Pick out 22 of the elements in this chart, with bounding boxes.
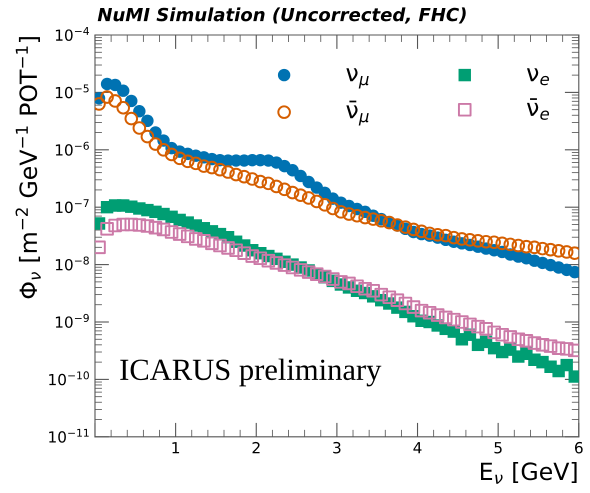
x-axis-title: E$_{ν}$ [GeV] (480, 462, 577, 484)
text: Φ$_{ν}$ [m$^{−2}$ GeV$^{−1}$ POT$^{−1}$] (16, 37, 41, 298)
x-tick-label: 6 (574, 442, 583, 454)
x-tick-label: 4 (413, 442, 422, 454)
chart-title: NuMI Simulation (Uncorrected, FHC) (98, 7, 466, 24)
x-tick-label: 1 (172, 442, 180, 454)
x-tick-label: 5 (494, 442, 502, 454)
x-tick-label: 2 (252, 442, 260, 454)
y-tick-label: 10$^{−10}$ (49, 371, 89, 386)
y-tick-label: 10$^{−11}$ (49, 428, 89, 443)
legend-label: ν̄$_{e}$ (526, 98, 549, 120)
y-tick-label: 10$^{−5}$ (56, 84, 89, 98)
y-tick-label: 10$^{−4}$ (56, 27, 89, 41)
annotation: ICARUS preliminary (120, 358, 382, 386)
legend-label: ν$_{μ}$ (346, 68, 369, 89)
y-tick-label: 10$^{−9}$ (56, 314, 89, 328)
legend-label: ν$_{e}$ (526, 68, 549, 86)
y-tick-label: 10$^{−8}$ (56, 256, 89, 271)
y-tick-label: 10$^{−6}$ (56, 142, 89, 156)
legend-label: ν̄$_{μ}$ (346, 100, 369, 126)
y-tick-label: 10$^{−7}$ (56, 199, 89, 214)
x-tick-label: 3 (333, 442, 341, 454)
